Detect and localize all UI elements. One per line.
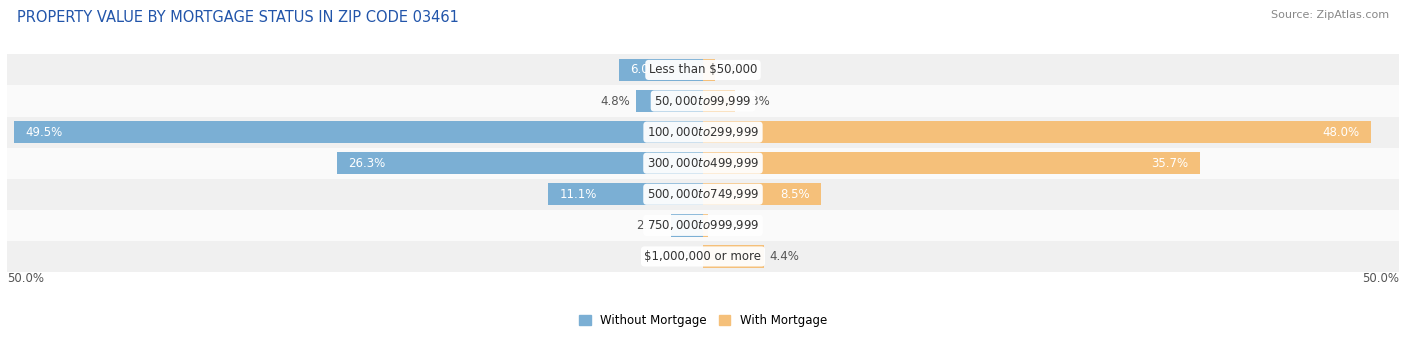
Bar bbox=[7, 117, 1399, 148]
Text: 50.0%: 50.0% bbox=[7, 272, 44, 285]
Bar bbox=[548, 183, 703, 205]
Bar bbox=[7, 179, 1399, 210]
Text: $50,000 to $99,999: $50,000 to $99,999 bbox=[654, 94, 752, 108]
Text: $500,000 to $749,999: $500,000 to $749,999 bbox=[647, 187, 759, 201]
Text: 35.7%: 35.7% bbox=[1152, 157, 1189, 170]
Legend: Without Mortgage, With Mortgage: Without Mortgage, With Mortgage bbox=[579, 314, 827, 327]
Text: 2.3%: 2.3% bbox=[636, 219, 665, 232]
Text: $300,000 to $499,999: $300,000 to $499,999 bbox=[647, 156, 759, 170]
Bar bbox=[337, 152, 703, 174]
Bar bbox=[7, 241, 1399, 272]
Text: 11.1%: 11.1% bbox=[560, 188, 598, 201]
Text: 49.5%: 49.5% bbox=[25, 125, 62, 139]
Text: 0.84%: 0.84% bbox=[720, 64, 758, 76]
Text: PROPERTY VALUE BY MORTGAGE STATUS IN ZIP CODE 03461: PROPERTY VALUE BY MORTGAGE STATUS IN ZIP… bbox=[17, 10, 458, 25]
Bar bbox=[671, 214, 703, 237]
Text: 0.34%: 0.34% bbox=[713, 219, 751, 232]
Text: 0.0%: 0.0% bbox=[666, 250, 696, 263]
Text: 50.0%: 50.0% bbox=[1362, 272, 1399, 285]
Text: 48.0%: 48.0% bbox=[1323, 125, 1360, 139]
Text: 4.8%: 4.8% bbox=[600, 95, 631, 107]
Text: 8.5%: 8.5% bbox=[780, 188, 810, 201]
Bar bbox=[14, 121, 703, 143]
Bar bbox=[620, 59, 703, 81]
Bar bbox=[7, 148, 1399, 179]
Text: $100,000 to $299,999: $100,000 to $299,999 bbox=[647, 125, 759, 139]
Text: Less than $50,000: Less than $50,000 bbox=[648, 64, 758, 76]
Bar bbox=[7, 54, 1399, 85]
Bar bbox=[703, 152, 1199, 174]
Text: 2.3%: 2.3% bbox=[741, 95, 770, 107]
Bar bbox=[703, 90, 735, 112]
Text: $750,000 to $999,999: $750,000 to $999,999 bbox=[647, 218, 759, 232]
Text: $1,000,000 or more: $1,000,000 or more bbox=[644, 250, 762, 263]
Text: Source: ZipAtlas.com: Source: ZipAtlas.com bbox=[1271, 10, 1389, 20]
Bar bbox=[7, 210, 1399, 241]
Text: 6.0%: 6.0% bbox=[631, 64, 661, 76]
Bar bbox=[703, 245, 765, 268]
Bar bbox=[703, 214, 707, 237]
Bar bbox=[703, 183, 821, 205]
Bar bbox=[7, 85, 1399, 117]
Bar bbox=[703, 59, 714, 81]
Bar bbox=[703, 121, 1371, 143]
Text: 4.4%: 4.4% bbox=[770, 250, 800, 263]
Text: 26.3%: 26.3% bbox=[349, 157, 385, 170]
Bar bbox=[636, 90, 703, 112]
